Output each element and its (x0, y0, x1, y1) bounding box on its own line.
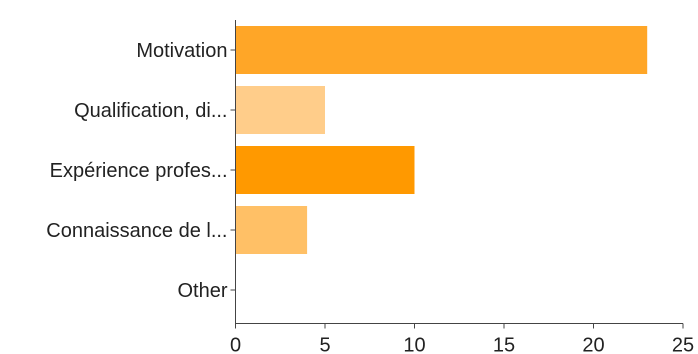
bar-0 (235, 26, 648, 74)
bar-1 (235, 86, 325, 134)
x-tick-label: 5 (319, 335, 330, 354)
axes-layer (235, 20, 683, 324)
bars-layer (235, 26, 648, 254)
x-tick-label: 0 (230, 335, 241, 354)
x-tick-label: 25 (672, 335, 694, 354)
category-labels: Motivation Qualification, di... Expérience… (46, 40, 228, 302)
category-label: Motivation (136, 40, 227, 62)
x-tick-label: 15 (493, 335, 515, 354)
category-label: Other (177, 280, 227, 302)
ticks-layer: 0 5 10 15 20 25 (230, 49, 694, 354)
bar-3 (235, 206, 308, 254)
x-tick-label: 20 (582, 335, 604, 354)
category-label: Connaissance de l... (46, 220, 227, 242)
x-tick-label: 10 (403, 335, 425, 354)
bar-2 (235, 146, 415, 194)
category-label: Expérience profes... (50, 160, 228, 182)
category-label: Qualification, di... (74, 100, 227, 122)
